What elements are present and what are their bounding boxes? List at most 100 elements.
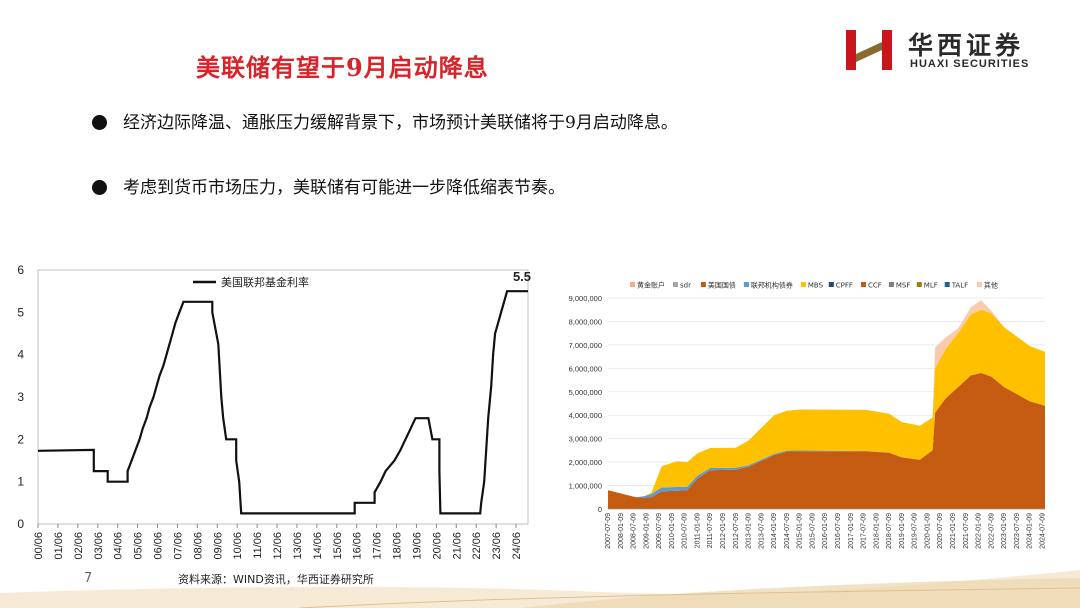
x-tick-label: 11/06: [252, 532, 264, 559]
data-label-latest-rate: 5.5: [513, 269, 531, 284]
bullet-dot-icon: [92, 115, 107, 130]
legend-label: 黄金账户: [637, 281, 665, 290]
x-tick-label: 08/06: [192, 532, 204, 560]
y-tick-label: 2,000,000: [569, 458, 602, 467]
bullet-point-1: 经济边际降温、通胀压力缓解背景下，市场预计美联储将于9月启动降息。: [92, 108, 678, 133]
fed-funds-rate-chart: 0 1 2 3 4 5 6 00/06 01/06 02/06 03/06 04/06 05/06 06/…: [17, 263, 531, 560]
legend-label: CCF: [868, 282, 882, 290]
page-title: 美联储有望于9月启动降息: [196, 53, 489, 82]
x-tick-label: 2023-07-09: [1014, 513, 1021, 549]
legend-swatch: [916, 282, 922, 287]
x-tick-label: 2021-07-09: [963, 513, 970, 549]
x-tick-label: 2018-01-09: [873, 513, 880, 549]
x-tick-label: 2022-07-09: [988, 513, 995, 549]
x-tick-label: 07/06: [172, 532, 184, 560]
y-tick-label: 4,000,000: [569, 411, 602, 420]
plot-area-border: [37, 269, 529, 525]
x-tick-label: 2008-07-09: [631, 513, 638, 549]
legend-label: MLF: [924, 282, 938, 290]
y-tick-label: 3,000,000: [569, 435, 602, 444]
x-tick-label: 2019-07-09: [912, 513, 919, 549]
y-tick-label: 8,000,000: [569, 317, 602, 326]
x-tick-label: 2020-01-09: [924, 513, 931, 549]
bullet-text-2: 考虑到货币市场压力，美联储有可能进一步降低缩表节奏。: [123, 178, 565, 198]
x-tick-label: 20/06: [431, 532, 443, 560]
legend-label: 其他: [984, 281, 998, 290]
x-tick-label: 06/06: [153, 532, 165, 560]
x-tick-label: 09/06: [212, 532, 224, 560]
legend-swatch: [976, 282, 982, 287]
x-tick-label: 2022-01-09: [976, 513, 983, 549]
x-tick-label: 19/06: [411, 532, 423, 560]
y-tick-label: 4: [17, 348, 24, 362]
legend-swatch: [700, 282, 706, 287]
x-tick-label: 2013-07-09: [758, 513, 765, 549]
y-tick-label: 1,000,000: [569, 482, 602, 491]
x-tick-label: 2015-07-09: [809, 513, 816, 549]
area-series-2: [608, 373, 1045, 509]
legend-swatch: [630, 282, 635, 287]
x-tick-label: 2021-01-09: [950, 513, 957, 549]
y-tick-label: 2: [17, 432, 24, 446]
bullet-text-1: 经济边际降温、通胀压力缓解背景下，市场预计美联储将于9月启动降息。: [123, 113, 678, 133]
x-tick-label: 2017-01-09: [848, 513, 855, 549]
legend-label: TALF: [951, 282, 968, 290]
x-tick-label: 24/06: [511, 532, 523, 560]
x-tick-label: 2010-07-09: [682, 513, 689, 549]
legend-swatch: [944, 282, 950, 287]
page-number: 7: [84, 571, 93, 586]
x-tick-label: 2011-01-09: [694, 513, 701, 548]
fed-balance-sheet-chart: 0 1,000,000 2,000,000 3,000,000 4,000,000 5,0…: [569, 281, 1047, 549]
company-logo: 华西证券 HUAXI SECURITIES: [842, 28, 1062, 72]
x-tick-label: 05/06: [133, 532, 145, 560]
x-tick-label: 21/06: [451, 532, 463, 560]
x-tick-label: 02/06: [73, 532, 85, 560]
data-source: 资料来源：WIND资讯，华西证券研究所: [178, 573, 374, 586]
legend-label: MBS: [808, 282, 824, 290]
legend-label: MSF: [896, 282, 911, 290]
x-tick-label: 16/06: [352, 532, 364, 560]
x-tick-label: 2009-07-09: [656, 513, 663, 549]
y-tick-label: 5: [17, 305, 24, 319]
legend-label: 美国联邦基金利率: [221, 275, 309, 289]
y-tick-label: 1: [17, 475, 24, 489]
footer-decoration: [0, 570, 1080, 608]
x-tick-label: 2014-01-09: [771, 513, 778, 549]
x-tick-label: 14/06: [312, 532, 324, 560]
x-tick-label: 2007-07-09: [605, 513, 612, 549]
x-tick-label: 2008-01-09: [618, 513, 625, 549]
y-tick-label: 7,000,000: [569, 341, 602, 350]
x-tick-label: 2023-01-09: [1001, 513, 1008, 549]
x-tick-label: 2013-01-09: [746, 513, 753, 549]
legend-swatch: [673, 282, 678, 287]
x-tick-label: 2009-01-09: [643, 513, 650, 549]
y-tick-label: 9,000,000: [569, 294, 602, 303]
legend-swatch: [800, 282, 806, 287]
bullet-dot-icon: [92, 180, 107, 195]
legend-swatch: [861, 282, 866, 287]
x-tick-label: 2018-07-09: [886, 513, 893, 549]
x-tick-label: 12/06: [272, 532, 284, 560]
x-tick-label: 17/06: [372, 532, 384, 560]
x-tick-label: 23/06: [491, 532, 503, 560]
x-tick-label: 2019-01-09: [899, 513, 906, 549]
x-tick-label: 2024-01-09: [1027, 513, 1034, 549]
bullet-point-2: 考虑到货币市场压力，美联储有可能进一步降低缩表节奏。: [92, 173, 565, 198]
x-tick-label: 2017-07-09: [861, 513, 868, 549]
x-tick-label: 2012-01-09: [720, 513, 727, 549]
logo-mark-icon: [846, 30, 892, 70]
series-line-fed-funds-rate: [37, 290, 528, 515]
logo-chinese-text: 华西证券: [908, 31, 1025, 60]
y-tick-label: 3: [17, 390, 24, 404]
legend-label: sdr: [680, 282, 691, 290]
x-tick-label: 18/06: [392, 532, 404, 560]
x-tick-label: 2010-01-09: [669, 513, 676, 549]
x-tick-label: 2020-07-09: [937, 513, 944, 549]
x-tick-label: 15/06: [332, 532, 344, 560]
area-series-4: [608, 309, 1045, 498]
x-tick-label: 13/06: [292, 532, 304, 560]
x-tick-label: 01/06: [53, 532, 65, 560]
legend-label: CPFF: [836, 282, 853, 290]
area-series-10: [608, 300, 1045, 498]
legend-swatch: [828, 282, 834, 287]
